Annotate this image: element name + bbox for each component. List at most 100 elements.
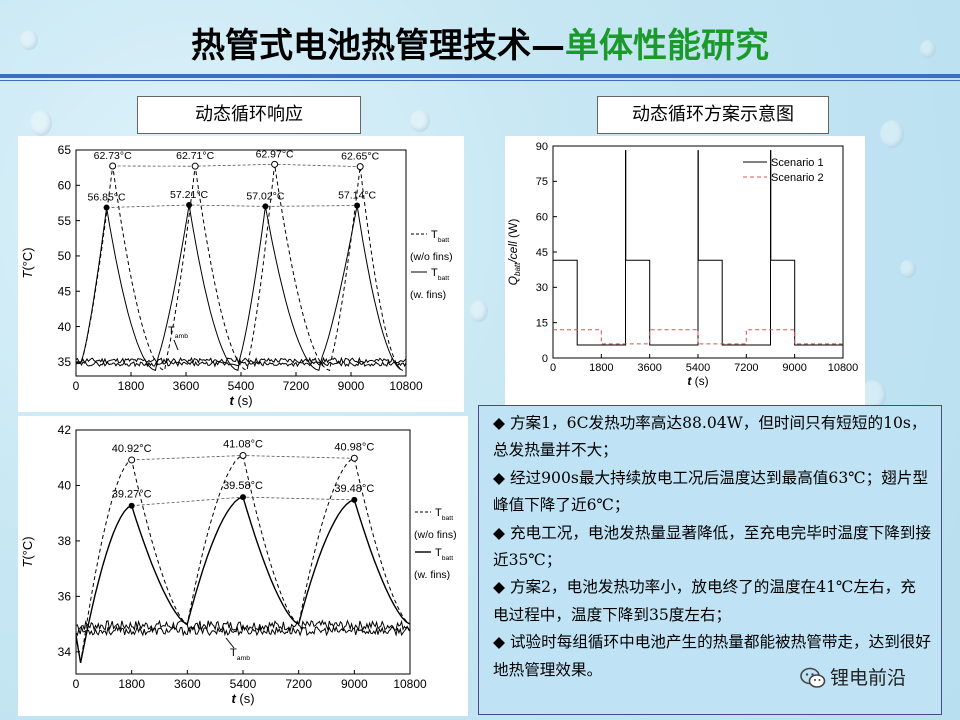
x-tick-label: 1800	[118, 677, 145, 691]
y-axis-label: T(°C)	[20, 536, 35, 567]
note-item: ◆ 试验时每组循环中电池产生的热量都能被热管带走，达到很好地热管理效果。	[493, 633, 931, 679]
peak-marker-w-fins	[186, 202, 193, 209]
series-wo-fins	[76, 164, 404, 372]
legend-note-w-fins: (w. fins)	[414, 569, 450, 581]
droplet	[20, 30, 38, 50]
peak-marker-wo-fins	[350, 454, 358, 462]
legend-note-wo-fins: (w/o fins)	[410, 251, 453, 263]
peak-marker-wo-fins	[109, 162, 117, 170]
y-tick-label: 90	[536, 141, 548, 153]
droplet	[880, 120, 904, 148]
legend-label-wo-fins: Tbatt	[435, 507, 453, 522]
y-tick-label: 55	[58, 214, 72, 228]
x-axis-label: t (s)	[687, 374, 708, 388]
plot-frame	[75, 149, 407, 377]
y-tick-label: 60	[58, 179, 72, 193]
peak-marker-w-fins	[262, 203, 269, 210]
y-tick-label: 75	[536, 176, 548, 188]
peak-marker-wo-fins	[128, 456, 136, 464]
slide-title: 热管式电池热管理技术—单体性能研究	[0, 18, 960, 67]
y-tick-label: 45	[536, 247, 548, 259]
y-tick-label: 15	[536, 318, 548, 330]
peak-marker-w-fins	[351, 496, 358, 503]
y-tick-label: 35	[58, 355, 72, 369]
peak-label-wo-fins: 62.73°C	[94, 150, 132, 162]
x-axis-label: t (s)	[231, 691, 254, 706]
y-tick-label: 38	[58, 534, 72, 548]
x-tick-label: 0	[550, 362, 556, 374]
x-tick-label: 0	[73, 379, 80, 393]
label-dynamic-cycle-response: 动态循环响应	[137, 96, 361, 134]
peak-label-wo-fins: 40.98°C	[334, 441, 374, 453]
chart-temperature-scenario1: 0 1800 3600 5400 7200 9000 10800 35 40 45 50 55 60 65…	[18, 136, 464, 412]
peak-label-w-fins: 39.58°C	[223, 480, 263, 492]
x-tick-label: 3600	[173, 379, 200, 393]
legend-note-wo-fins: (w/o fins)	[414, 529, 457, 541]
x-tick-label: 9000	[341, 677, 368, 691]
peak-label-wo-fins: 62.97°C	[256, 148, 294, 160]
x-tick-label: 5400	[228, 379, 255, 393]
ambient-line	[75, 360, 407, 368]
y-tick-label: 36	[58, 590, 72, 604]
y-tick-label: 30	[536, 282, 548, 294]
peak-label-w-fins: 39.27°C	[112, 489, 152, 501]
y-tick-label: 42	[58, 423, 72, 437]
peak-label-w-fins: 57.02°C	[246, 190, 284, 202]
y-tick-label: 34	[58, 645, 72, 659]
x-tick-label: 1800	[118, 379, 145, 393]
peak-marker-w-fins	[103, 204, 110, 211]
peak-label-w-fins: 56.85°C	[88, 192, 126, 204]
x-tick-label: 3600	[637, 362, 661, 374]
x-tick-label: 7200	[734, 362, 758, 374]
legend-note-w-fins: (w. fins)	[410, 289, 446, 301]
y-tick-label: 40	[58, 479, 72, 493]
droplet	[30, 110, 52, 136]
x-tick-label: 9000	[782, 362, 806, 374]
droplet	[470, 300, 488, 322]
peak-label-w-fins: 57.21°C	[170, 189, 208, 201]
legend-label-w-fins: Tbatt	[431, 267, 449, 282]
watermark-text: 锂电前沿	[830, 667, 907, 689]
legend-label-scenario-2: Scenario 2	[771, 172, 824, 184]
y-axis-label: T(°C)	[20, 247, 35, 278]
peak-marker-wo-fins	[191, 162, 199, 170]
y-tick-label: 60	[536, 212, 548, 224]
peak-label-w-fins: 39.48°C	[334, 483, 374, 495]
watermark: 锂电前沿	[800, 664, 906, 692]
note-item: ◆ 方案2，电池发热功率小，放电终了的温度在41℃左右，充电过程中，温度下降到3…	[493, 578, 916, 624]
y-tick-label: 45	[58, 284, 72, 298]
title-divider-thin	[0, 80, 960, 81]
x-tick-label: 9000	[338, 379, 365, 393]
y-tick-label: 65	[58, 143, 72, 157]
title-sub: 单体性能研究	[565, 26, 769, 66]
y-tick-label: 50	[58, 249, 72, 263]
droplet	[900, 260, 916, 278]
note-item: ◆ 方案1，6C发热功率高达88.04W，但时间只有短短的10s，总发热量并不大…	[493, 414, 927, 460]
peak-marker-w-fins	[354, 202, 361, 209]
ambient-arrow	[173, 339, 179, 351]
peak-marker-wo-fins	[356, 163, 364, 171]
peak-label-w-fins: 57.14°C	[338, 190, 376, 202]
x-tick-label: 1800	[589, 362, 613, 374]
ambient-line	[75, 625, 411, 637]
legend-label-scenario-1: Scenario 1	[771, 157, 824, 169]
ambient-label: Tamb	[230, 647, 250, 662]
wechat-icon	[800, 667, 826, 688]
series-w-fins	[75, 496, 411, 664]
peak-label-wo-fins: 62.65°C	[341, 151, 379, 163]
series-scenario-1	[553, 150, 843, 346]
droplet	[920, 40, 936, 58]
plot-frame	[75, 429, 411, 675]
peak-connector-wo-fins	[112, 163, 361, 167]
x-tick-label: 3600	[174, 677, 201, 691]
y-tick-label: 0	[542, 353, 548, 365]
peak-marker-wo-fins	[271, 160, 279, 168]
x-tick-label: 5400	[230, 677, 257, 691]
x-axis-label: t (s)	[229, 393, 252, 408]
x-tick-label: 10800	[828, 362, 859, 374]
legend-label-w-fins: Tbatt	[435, 547, 453, 562]
title-main: 热管式电池热管理技术—	[191, 26, 565, 66]
peak-marker-w-fins	[240, 494, 246, 501]
x-tick-label: 10800	[393, 677, 427, 691]
summary-notes: ◆ 方案1，6C发热功率高达88.04W，但时间只有短短的10s，总发热量并不大…	[478, 405, 942, 715]
